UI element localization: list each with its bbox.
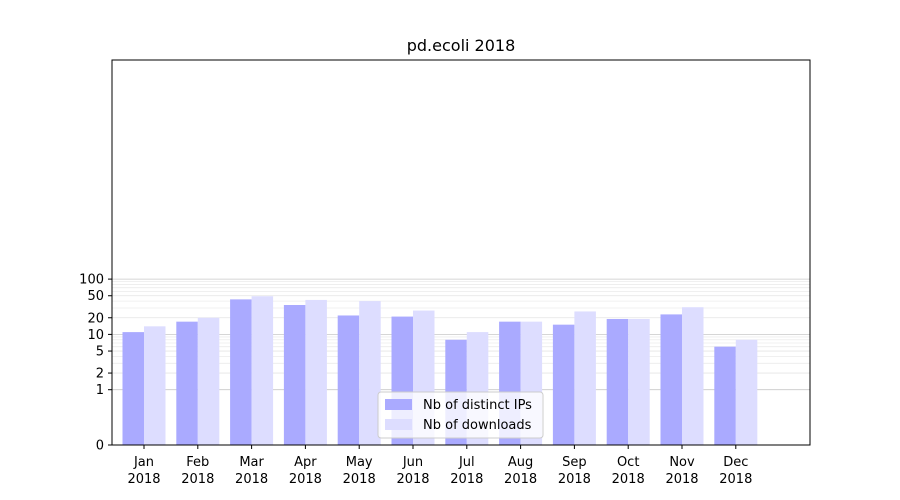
x-tick-label-month: May	[346, 455, 373, 470]
y-tick-label: 50	[87, 289, 104, 304]
bar-downloads-sep	[574, 311, 596, 445]
bar-distinct-ips-feb	[176, 321, 198, 445]
x-tick-label-year: 2018	[665, 472, 698, 487]
y-tick-label: 1	[96, 383, 104, 398]
bar-downloads-may	[359, 301, 381, 445]
x-tick-label-year: 2018	[504, 472, 537, 487]
legend-swatch	[385, 419, 412, 430]
y-tick-label: 100	[79, 273, 104, 288]
bar-distinct-ips-dec	[714, 346, 736, 445]
legend-swatch	[385, 399, 412, 410]
bar-distinct-ips-sep	[552, 324, 575, 445]
x-tick-label-year: 2018	[450, 472, 483, 487]
y-tick-label: 20	[87, 311, 104, 326]
bar-downloads-apr	[305, 299, 327, 445]
y-tick-label: 5	[96, 345, 104, 360]
x-tick-label-month: Aug	[508, 455, 533, 470]
x-tick-label-year: 2018	[343, 472, 376, 487]
bar-downloads-feb	[197, 317, 220, 445]
x-tick-label-month: Oct	[617, 455, 639, 470]
x-tick-label-month: Jul	[458, 455, 475, 470]
bar-distinct-ips-nov	[660, 314, 682, 445]
x-tick-label-year: 2018	[181, 472, 214, 487]
bar-downloads-mar	[251, 296, 274, 445]
bar-downloads-dec	[735, 339, 758, 445]
x-tick-label-month: Jan	[133, 455, 154, 470]
x-tick-label-month: Apr	[294, 455, 317, 470]
x-tick-label-year: 2018	[558, 472, 591, 487]
x-tick-label-month: Jun	[402, 455, 423, 470]
plot-frame	[111, 59, 811, 446]
y-tick-label: 10	[87, 328, 104, 343]
x-tick-label-year: 2018	[289, 472, 322, 487]
x-tick-label-year: 2018	[396, 472, 429, 487]
x-tick-label-month: Feb	[186, 455, 209, 470]
legend-label: Nb of downloads	[423, 418, 532, 433]
x-tick-label-month: Mar	[239, 455, 264, 470]
x-tick-label-month: Sep	[562, 455, 587, 470]
bar-downloads-nov	[682, 307, 704, 445]
bar-downloads-jan	[144, 326, 166, 445]
x-tick-label-month: Nov	[669, 455, 695, 470]
bar-distinct-ips-jan	[122, 332, 144, 445]
x-tick-label-year: 2018	[127, 472, 160, 487]
y-tick-label: 2	[96, 367, 104, 382]
bar-distinct-ips-mar	[230, 299, 252, 445]
x-tick-label-year: 2018	[719, 472, 752, 487]
legend-box	[377, 391, 544, 439]
x-tick-label-year: 2018	[612, 472, 645, 487]
bar-downloads-oct	[628, 318, 650, 445]
chart-title: pd.ecoli 2018	[407, 36, 516, 55]
bar-distinct-ips-apr	[283, 305, 306, 445]
bar-distinct-ips-oct	[606, 318, 629, 445]
bar-distinct-ips-may	[337, 315, 360, 445]
y-tick-label: 0	[96, 439, 104, 454]
x-tick-label-year: 2018	[235, 472, 268, 487]
legend-label: Nb of distinct IPs	[423, 398, 532, 413]
x-tick-label-month: Dec	[723, 455, 748, 470]
